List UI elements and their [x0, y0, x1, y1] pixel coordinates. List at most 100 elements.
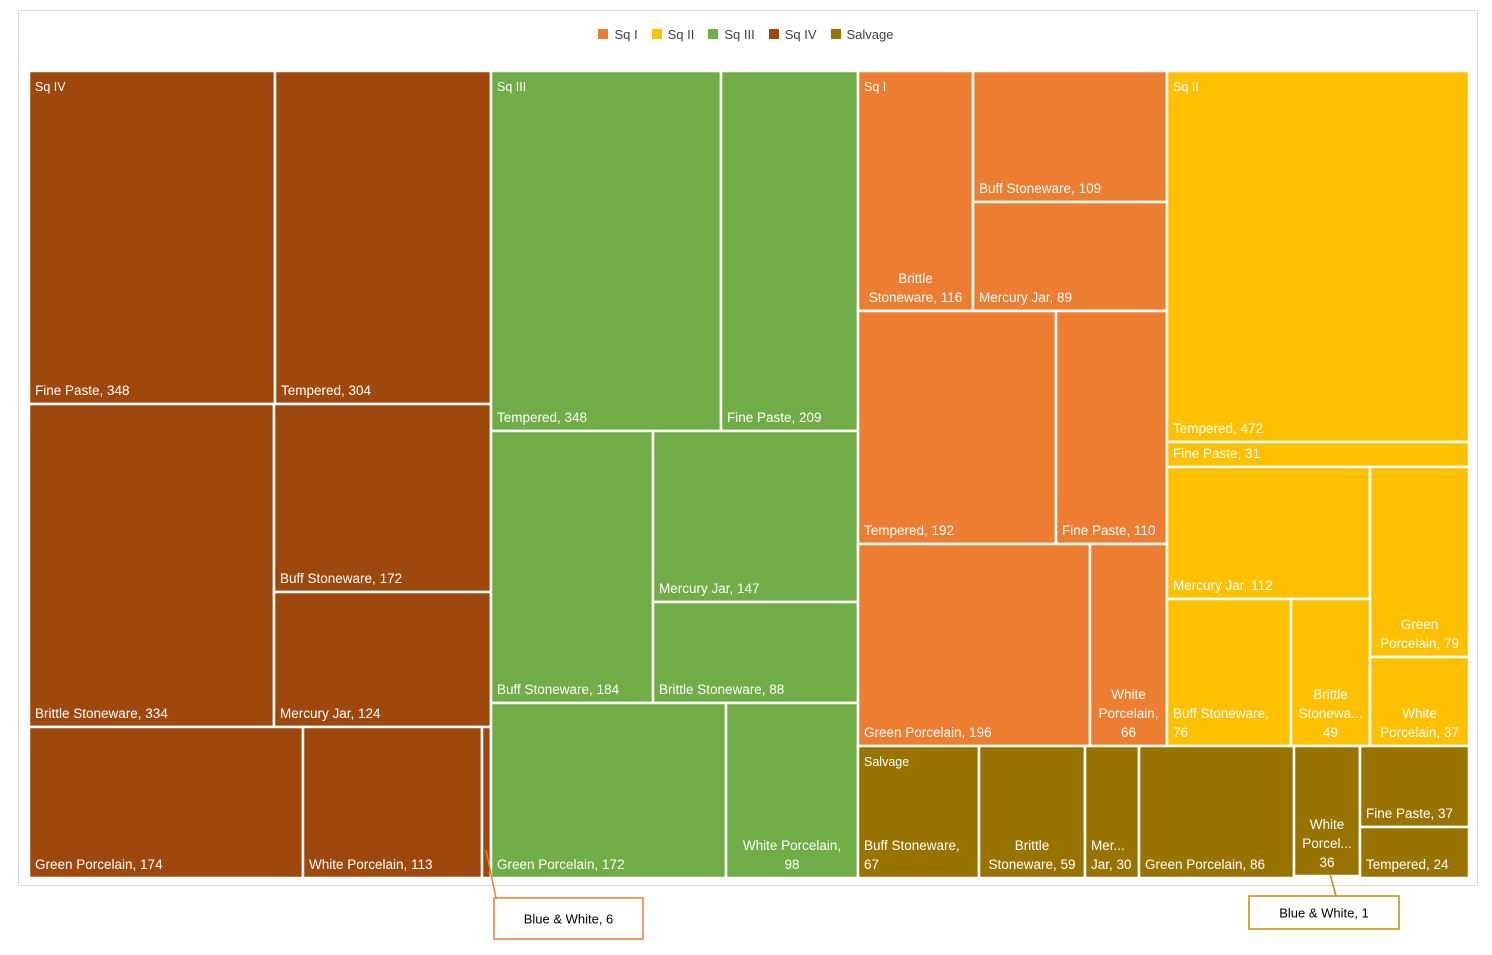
group-sq-iv: Fine Paste, 348 Tempered, 304 Brittle Ston… — [27, 69, 493, 880]
callout-label: Blue & White, 6 — [524, 912, 614, 927]
tile-label: Brittle Stoneware, 88 — [659, 682, 784, 697]
tile-label: Tempered, 304 — [281, 383, 372, 398]
tile-label: Fine Paste, 348 — [35, 383, 130, 398]
tile-label: Buff Stoneware, 184 — [497, 682, 620, 697]
tile-sq-iv-buff-stoneware — [272, 402, 493, 594]
tile-sq-ii-white-porcelain — [1368, 655, 1471, 748]
tile-sq-iii-buff-stoneware — [489, 429, 655, 705]
chart-legend: Sq I Sq II Sq III Sq IV Salvage — [0, 24, 1492, 44]
tile-sq-i-fine-paste — [1054, 309, 1169, 546]
tile-label: Fine Paste, 110 — [1062, 523, 1156, 538]
tile-label: Green Porcelain, 79 — [1380, 617, 1459, 651]
legend-swatch — [708, 29, 719, 39]
tile-sq-iv-white-porcelain — [301, 725, 484, 880]
tile-sq-i-buff-stoneware — [971, 69, 1169, 204]
legend-label: Sq III — [724, 26, 755, 42]
callout-sq-ii: Blue & White, 1 — [1248, 873, 1400, 930]
tile-salvage-buff-stoneware — [856, 744, 981, 880]
group-label: Sq II — [1173, 80, 1199, 94]
legend-swatch — [651, 29, 662, 39]
callout-box — [493, 897, 644, 940]
legend-swatch — [830, 29, 841, 39]
tile-sq-i-tempered — [856, 309, 1058, 546]
tile-label: Brittle Stoneware, 116 — [869, 271, 963, 305]
tile-label: Tempered, 192 — [864, 523, 954, 538]
tile-label: White Porcelain, 66 — [1098, 687, 1158, 740]
tile-sq-ii-brittle-stoneware — [1289, 597, 1372, 748]
tile-label: Green Porcelain, 172 — [497, 857, 625, 872]
legend-item-sq-i: Sq I — [598, 26, 638, 42]
tile-salvage-fine-paste — [1358, 744, 1471, 829]
tile-sq-ii-tempered — [1165, 69, 1471, 444]
tile-label: Brittle Stonewa... 49 — [1299, 687, 1363, 740]
group-sq-iii: Tempered, 348 Fine Paste, 209 Buff Stonewa… — [489, 69, 860, 880]
group-label: Sq I — [864, 80, 886, 94]
tile-label: Mercury Jar, 112 — [1173, 578, 1273, 593]
tile-label: Brittle Stoneware, 334 — [35, 706, 168, 721]
tile-sq-iii-green-porcelain — [489, 701, 728, 880]
tile-label: White Porcelain, 113 — [309, 857, 433, 872]
tile-label: Tempered, 472 — [1173, 421, 1263, 436]
tile-sq-ii-green-porcelain — [1368, 465, 1471, 659]
tile-sq-iii-fine-paste — [719, 69, 860, 433]
tile-sq-ii-fine-paste — [1165, 440, 1471, 469]
tile-sq-iv-mercury-jar — [272, 590, 493, 729]
tile-label: Fine Paste, 31 — [1173, 446, 1260, 461]
tile-sq-iii-mercury-jar — [651, 429, 860, 604]
tile-label: Mercury Jar, 124 — [280, 706, 381, 721]
group-label: Sq III — [497, 80, 526, 94]
tile-salvage-tempered — [1358, 825, 1471, 880]
tile-sq-i-mercury-jar — [971, 200, 1169, 313]
tile-sq-iv-brittle-stoneware — [27, 402, 276, 729]
legend-swatch — [598, 29, 609, 39]
legend-swatch — [768, 29, 779, 39]
legend-item-sq-iv: Sq IV — [768, 26, 817, 42]
tile-label: Mercury Jar, 89 — [979, 290, 1072, 305]
tile-sq-i-green-porcelain — [856, 542, 1092, 748]
callout-leader-line — [1329, 873, 1337, 897]
callout-leader-line — [485, 849, 497, 899]
legend-item-sq-iii: Sq III — [708, 26, 755, 42]
tile-label: Green Porcelain, 196 — [864, 725, 992, 740]
legend-label: Sq IV — [784, 26, 817, 42]
legend-label: Salvage — [846, 26, 894, 42]
tile-label: Brittle Stoneware, 59 — [988, 838, 1075, 872]
tile-label: Fine Paste, 209 — [727, 410, 822, 425]
tile-label: White Porcelain, 98 — [743, 838, 841, 872]
tile-label: Buff Stoneware, 67 — [864, 838, 960, 872]
tile-salvage-green-porcelain — [1137, 744, 1296, 880]
tile-label: Buff Stoneware, 76 — [1173, 706, 1269, 740]
tile-label: Fine Paste, 37 — [1366, 806, 1453, 821]
tile-label: Buff Stoneware, 172 — [280, 571, 402, 586]
tile-label: Green Porcelain, 86 — [1145, 857, 1265, 872]
group-label: Salvage — [864, 755, 909, 769]
group-salvage: Buff Stoneware, 67 Brittle Stoneware, 59 Mer… — [856, 744, 1471, 880]
callout-label: Blue & White, 1 — [1279, 906, 1369, 921]
tile-sq-ii-mercury-jar — [1165, 465, 1372, 601]
tile-sq-iv-tempered — [273, 69, 493, 406]
legend-item-sq-ii: Sq II — [651, 26, 695, 42]
tile-label: White Porcelain, 37 — [1380, 706, 1459, 740]
tile-sq-iii-tempered — [489, 69, 723, 433]
tile-label: Green Porcelain, 174 — [35, 857, 163, 872]
group-sq-ii: Tempered, 472 Fine Paste, 31 Mercury Jar, … — [1165, 69, 1471, 748]
group-sq-i: Brittle Stoneware, 116 Buff Stoneware, 109… — [856, 69, 1169, 748]
legend-label: Sq II — [667, 26, 695, 42]
tile-salvage-mercury-jar — [1083, 744, 1141, 880]
tile-label: Mer... Jar, 30 — [1091, 838, 1132, 872]
tile-label: Mercury Jar, 147 — [659, 581, 760, 596]
tile-salvage-brittle-stoneware — [977, 744, 1087, 880]
callout-sq-iv: Blue & White, 6 — [485, 849, 644, 940]
tile-sq-iv-green-porcelain — [27, 725, 305, 880]
tile-sq-ii-buff-stoneware — [1165, 597, 1293, 748]
group-label: Sq IV — [35, 80, 66, 94]
tile-label: Tempered, 24 — [1366, 857, 1449, 872]
legend-label: Sq I — [614, 26, 638, 42]
tile-salvage-white-porcelain — [1292, 744, 1362, 878]
tile-label: Buff Stoneware, 109 — [979, 181, 1101, 196]
tile-sq-iv-fine-paste — [27, 69, 277, 406]
legend-item-salvage: Salvage — [830, 26, 894, 42]
tile-label: White Porcel... 36 — [1302, 817, 1352, 870]
tile-sq-iii-white-porcelain — [724, 701, 860, 880]
